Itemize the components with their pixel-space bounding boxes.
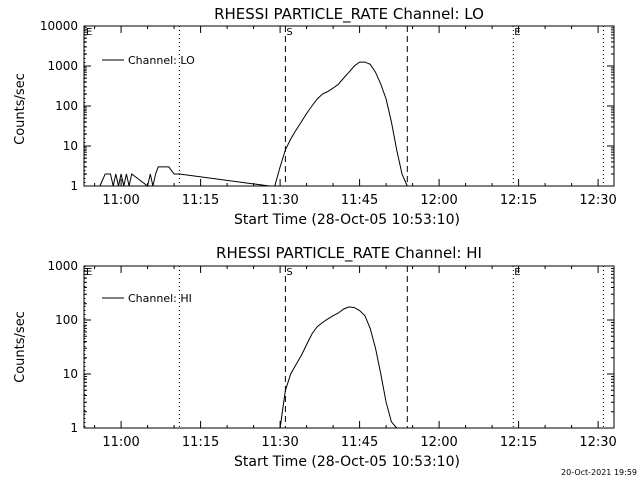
y-tick-label: 10000 <box>40 19 78 33</box>
x-tick-label: 12:15 <box>500 193 537 208</box>
marker-label: E <box>86 267 92 278</box>
x-tick-label: 11:15 <box>182 435 219 450</box>
x-tick-label: 12:00 <box>420 435 457 450</box>
x-tick-label: 12:15 <box>500 435 537 450</box>
y-tick-label: 10 <box>63 367 78 381</box>
legend-label: Channel: HI <box>128 292 192 305</box>
x-axis-label: Start Time (28-Oct-05 10:53:10) <box>234 454 460 470</box>
marker-label: S <box>286 27 292 38</box>
data-series-line <box>99 61 408 187</box>
plot-area: 1 10 100 1000 10000 11:00 11:15 11:30 11:45 12:00… <box>40 19 617 208</box>
y-tick-label: 1000 <box>47 259 78 273</box>
marker-label: E <box>514 27 520 38</box>
plot-area: 1 10 100 1000 11:00 11:15 11:30 11:45 12:00 12:15… <box>47 259 616 450</box>
y-tick-label: 100 <box>55 313 78 327</box>
x-tick-label: 11:30 <box>261 193 298 208</box>
x-tick-label: 11:00 <box>102 193 139 208</box>
x-tick-label: 11:15 <box>182 193 219 208</box>
legend: Channel: LO <box>102 54 195 67</box>
y-axis-label: Counts/sec <box>13 73 28 145</box>
x-tick-label: 12:30 <box>579 193 616 208</box>
x-tick-label: 11:30 <box>261 435 298 450</box>
footer-timestamp: 20-Oct-2021 19:59 <box>561 468 637 477</box>
x-tick-label: 12:00 <box>420 193 457 208</box>
data-series-line <box>279 306 398 429</box>
marker-label: E <box>514 267 520 278</box>
chart-panel-hi: RHESSI PARTICLE_RATE Channel: HI Start T… <box>13 244 617 470</box>
x-axis-label: Start Time (28-Oct-05 10:53:10) <box>234 212 460 228</box>
y-axis-label: Counts/sec <box>13 311 28 383</box>
x-tick-label: 11:45 <box>341 193 378 208</box>
y-tick-label: 1 <box>70 179 78 193</box>
y-tick-label: 1 <box>70 421 78 435</box>
y-tick-label: 1000 <box>47 59 78 73</box>
x-tick-label: 11:00 <box>102 435 139 450</box>
y-tick-label: 10 <box>63 139 78 153</box>
chart-panel-lo: RHESSI PARTICLE_RATE Channel: LO Start T… <box>13 5 617 228</box>
y-tick-label: 100 <box>55 99 78 113</box>
x-tick-label: 11:45 <box>341 435 378 450</box>
legend: Channel: HI <box>102 292 192 305</box>
chart-title: RHESSI PARTICLE_RATE Channel: HI <box>216 244 482 263</box>
chart-title: RHESSI PARTICLE_RATE Channel: LO <box>214 5 484 24</box>
marker-label: E <box>86 27 92 38</box>
plot-frame <box>83 265 615 429</box>
marker-label: S <box>286 267 292 278</box>
legend-label: Channel: LO <box>128 54 195 67</box>
x-tick-label: 12:30 <box>579 435 616 450</box>
